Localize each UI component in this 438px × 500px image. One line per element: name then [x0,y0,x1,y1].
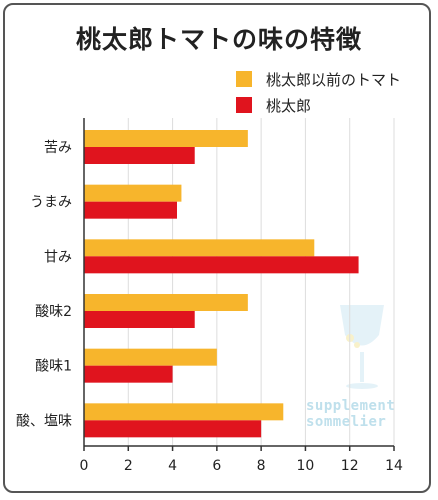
legend: 桃太郎以前のトマト 桃太郎 [236,66,401,118]
x-tick-label-7: 14 [385,458,403,474]
bar-momotaro-1 [84,201,177,219]
legend-label-series-2: 桃太郎 [266,96,312,115]
x-tick-label-5: 10 [297,458,315,474]
bar-before-5 [84,403,284,421]
bar-momotaro-0 [84,147,195,164]
bar-momotaro-5 [84,420,262,438]
bar-before-3 [84,294,248,311]
chart-title: 桃太郎トマトの味の特徴 [75,25,362,54]
bar-before-4 [84,348,217,366]
bar-momotaro-4 [84,365,173,383]
legend-item-series-2: 桃太郎 [236,92,401,118]
bar-before-2 [84,239,315,257]
x-tick-label-0: 0 [80,458,89,474]
x-tick-label-2: 4 [168,458,177,474]
x-tick-label-3: 6 [212,458,221,474]
legend-swatch-series-2 [236,97,252,113]
category-label-1: うまみ [30,195,72,211]
watermark-text-line2: sommelier [306,414,387,430]
x-tick-label-4: 8 [257,458,266,474]
legend-swatch-series-1 [236,71,252,87]
bar-before-1 [84,184,182,202]
legend-label-series-1: 桃太郎以前のトマト [266,70,402,89]
bar-momotaro-3 [84,311,195,328]
category-label-4: 酸味1 [35,359,72,375]
x-tick-label-6: 12 [341,458,359,474]
bar-before-0 [84,130,248,147]
category-label-0: 苦み [44,140,72,156]
x-tick-label-1: 2 [124,458,133,474]
legend-item-series-1: 桃太郎以前のトマト [236,66,401,92]
watermark-text-line1: supplement [306,398,396,414]
category-label-2: 甘み [44,249,72,265]
category-label-5: 酸、塩味 [16,413,72,429]
bar-momotaro-2 [84,256,359,274]
category-label-3: 酸味2 [35,304,72,320]
